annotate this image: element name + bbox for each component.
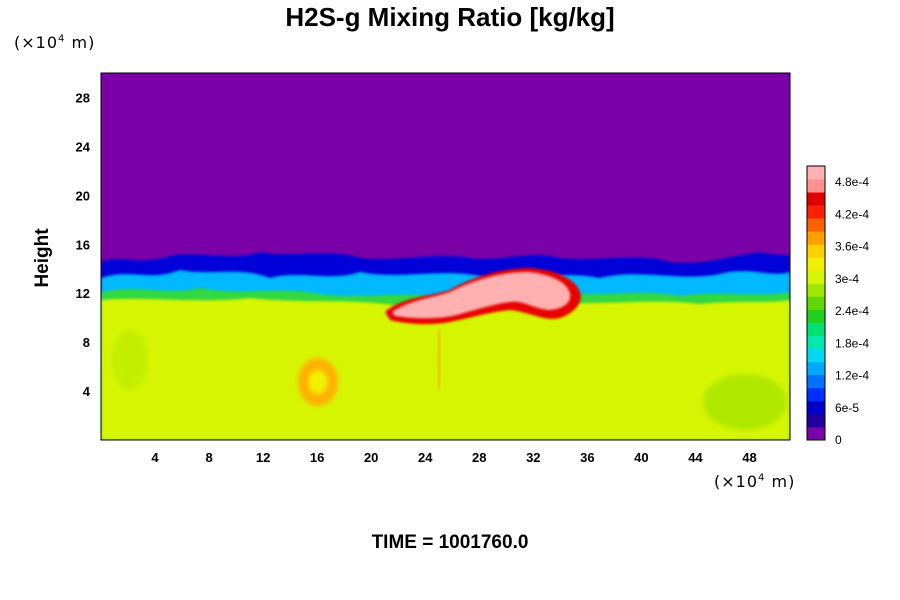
yellow-eddy: [308, 370, 328, 394]
colorbar-swatch: [807, 179, 825, 193]
x-axis-unit: (×104 m): [714, 472, 796, 491]
x-axis-ticks: 4 8 12 16 20 24 28 32 36 40 44 48: [151, 450, 756, 465]
colorbar-tick-label: 0: [835, 433, 842, 447]
x-tick-label: 12: [256, 450, 270, 465]
green-eddy-left: [112, 330, 148, 390]
colorbar-tick-label: 6e-5: [835, 401, 859, 415]
y-axis-label: Height: [32, 228, 53, 288]
y-tick-label: 4: [83, 384, 91, 399]
colorbar-swatch: [807, 361, 825, 376]
x-tick-label: 8: [205, 450, 212, 465]
y-tick-label: 16: [76, 237, 90, 252]
pink-plume-core: [392, 272, 571, 319]
y-axis-unit: (×104 m): [14, 33, 96, 52]
colorbar-swatch: [807, 244, 825, 258]
colorbar-swatch: [807, 296, 825, 310]
x-tick-label: 20: [364, 450, 378, 465]
y-tick-label: 20: [76, 188, 90, 203]
lower-air-region: [101, 298, 790, 440]
colorbar-swatch: [807, 218, 825, 232]
colorbar: 0 6e-5 1.2e-4 1.8e-4 2.4e-4 3e-4 3.6e-4 4.2e-4 4…: [806, 165, 869, 447]
colorbar-swatch: [807, 374, 825, 389]
colorbar-frame: [806, 165, 826, 441]
chart-title: H2S-g Mixing Ratio [kg/kg]: [285, 2, 615, 32]
y-tick-label: 24: [76, 139, 91, 154]
y-axis-ticks: 4 8 12 16 20 24 28: [76, 90, 91, 399]
green-eddy-right: [703, 374, 787, 430]
y-tick-label: 28: [76, 90, 90, 105]
plot-frame: [100, 72, 791, 441]
y-tick-label: 12: [76, 286, 90, 301]
colorbar-tick-label: 1.2e-4: [835, 369, 869, 383]
time-label: TIME = 1001760.0: [371, 532, 529, 553]
x-tick-label: 24: [418, 450, 433, 465]
x-tick-label: 28: [472, 450, 486, 465]
colorbar-tick-label: 1.8e-4: [835, 336, 869, 350]
colorbar-tick-label: 4.8e-4: [835, 175, 869, 189]
colorbar-swatch: [807, 192, 825, 206]
x-tick-label: 48: [742, 450, 756, 465]
orange-streak: [435, 329, 443, 389]
colorbar-swatch: [807, 205, 825, 219]
colorbar-swatch: [807, 166, 825, 180]
colorbar-swatch: [807, 270, 825, 284]
heatmap-field: [101, 73, 790, 440]
y-tick-label: 8: [83, 335, 90, 350]
colorbar-swatch: [807, 309, 825, 323]
colorbar-swatch: [807, 426, 825, 441]
colorbar-swatch: [807, 231, 825, 245]
colorbar-swatch: [807, 387, 825, 402]
colorbar-swatch: [807, 283, 825, 297]
x-tick-label: 16: [310, 450, 324, 465]
x-tick-label: 32: [526, 450, 540, 465]
colorbar-swatch: [807, 413, 825, 428]
x-tick-label: 36: [580, 450, 594, 465]
colorbar-tick-label: 2.4e-4: [835, 304, 869, 318]
colorbar-swatch: [807, 400, 825, 415]
x-tick-label: 4: [151, 450, 159, 465]
x-tick-label: 44: [688, 450, 703, 465]
colorbar-swatch: [807, 348, 825, 363]
colorbar-tick-label: 3e-4: [835, 272, 859, 286]
x-tick-label: 40: [634, 450, 648, 465]
colorbar-tick-label: 3.6e-4: [835, 240, 869, 254]
colorbar-swatch: [807, 257, 825, 271]
colorbar-swatch: [807, 322, 825, 337]
colorbar-swatch: [807, 335, 825, 350]
colorbar-tick-label: 4.2e-4: [835, 207, 869, 221]
